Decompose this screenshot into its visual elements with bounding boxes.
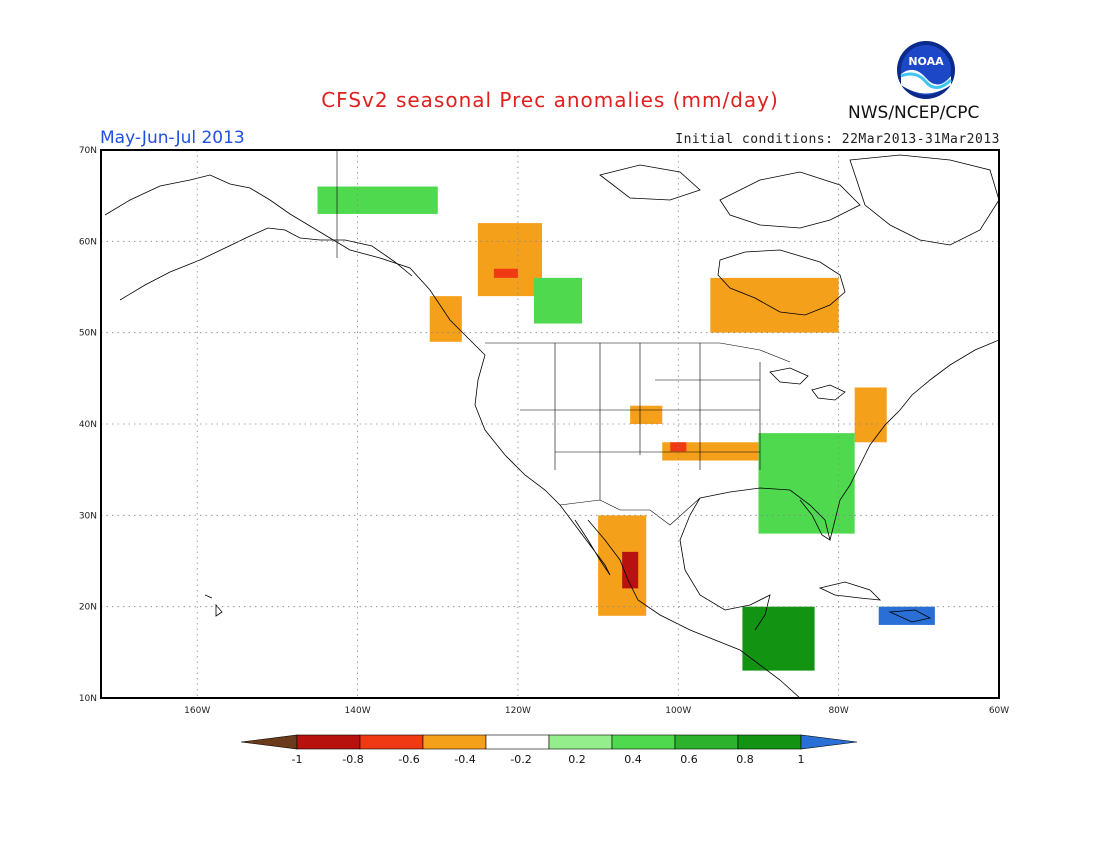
anomaly-region-central-america <box>742 606 815 671</box>
anomaly-region-pacific-nw-coast <box>429 296 462 342</box>
lat-tick-label: 50N <box>79 329 97 339</box>
colorbar-bin <box>422 734 487 750</box>
lon-tick-label: 80W <box>828 706 848 716</box>
colorbar-bin <box>737 734 802 750</box>
lat-tick-label: 10N <box>79 694 97 704</box>
noaa-logo: NOAA <box>897 41 955 99</box>
colorbar-max-arrow <box>800 734 858 750</box>
lat-tick-label: 70N <box>79 146 97 156</box>
colorbar-min-arrow <box>240 734 298 750</box>
colorbar-bin <box>296 734 361 750</box>
colorbar-label: 1 <box>798 753 805 766</box>
lat-tick-label: 40N <box>79 420 97 430</box>
anomaly-region-iowa-nebraska <box>630 405 663 424</box>
lon-tick-label: 60W <box>989 706 1009 716</box>
colorbar-bin <box>485 734 550 750</box>
colorbar-bin <box>674 734 739 750</box>
colorbar-label: -1 <box>292 753 303 766</box>
map-frame <box>100 149 1000 699</box>
colorbar-label: -0.2 <box>510 753 531 766</box>
colorbar: -1 -0.8 -0.6 -0.4 -0.2 0.2 0.4 0.6 0.8 1 <box>240 734 858 766</box>
season-label: May-Jun-Jul 2013 <box>100 128 245 148</box>
anomaly-region-hudson-bay-south <box>710 277 839 333</box>
anomaly-region-alaska-north <box>317 186 438 214</box>
lat-tick-label: 20N <box>79 603 97 613</box>
colorbar-label: 0.2 <box>568 753 586 766</box>
colorbar-bin <box>611 734 676 750</box>
political-borders <box>336 150 791 526</box>
map-title: CFSv2 seasonal Prec anomalies (mm/day) <box>321 88 779 112</box>
lon-tick-label: 160W <box>184 706 210 716</box>
colorbar-label: 0.8 <box>736 753 754 766</box>
anomaly-region-western-canada <box>533 277 583 324</box>
coastlines <box>104 154 999 698</box>
anomaly-region-central-canada-west <box>477 223 542 297</box>
agency-label: NWS/NCEP/CPC <box>848 103 980 123</box>
lat-tick-label: 30N <box>79 511 97 521</box>
colorbar-bin <box>359 734 424 750</box>
graticule <box>101 150 999 698</box>
lon-tick-label: 140W <box>345 706 371 716</box>
lon-tick-label: 100W <box>665 706 691 716</box>
anomaly-region-great-lakes-mid-atlantic <box>854 387 887 443</box>
colorbar-label: -0.8 <box>342 753 363 766</box>
initial-conditions-label: Initial conditions: 22Mar2013-31Mar2013 <box>675 132 1000 147</box>
colorbar-label: 0.6 <box>680 753 698 766</box>
anomaly-region-west-mexico-core <box>622 551 639 589</box>
lon-tick-label: 120W <box>505 706 531 716</box>
lat-tick-label: 60N <box>79 237 97 247</box>
anomaly-region-kansas-core <box>670 442 687 452</box>
colorbar-label: 0.4 <box>624 753 642 766</box>
svg-text:NOAA: NOAA <box>908 55 944 68</box>
colorbar-label: -0.4 <box>454 753 475 766</box>
anomaly-region-central-canada-west-core <box>493 268 518 278</box>
colorbar-label: -0.6 <box>398 753 419 766</box>
colorbar-bin <box>548 734 613 750</box>
anomaly-region-southeast-us-light <box>758 433 855 534</box>
